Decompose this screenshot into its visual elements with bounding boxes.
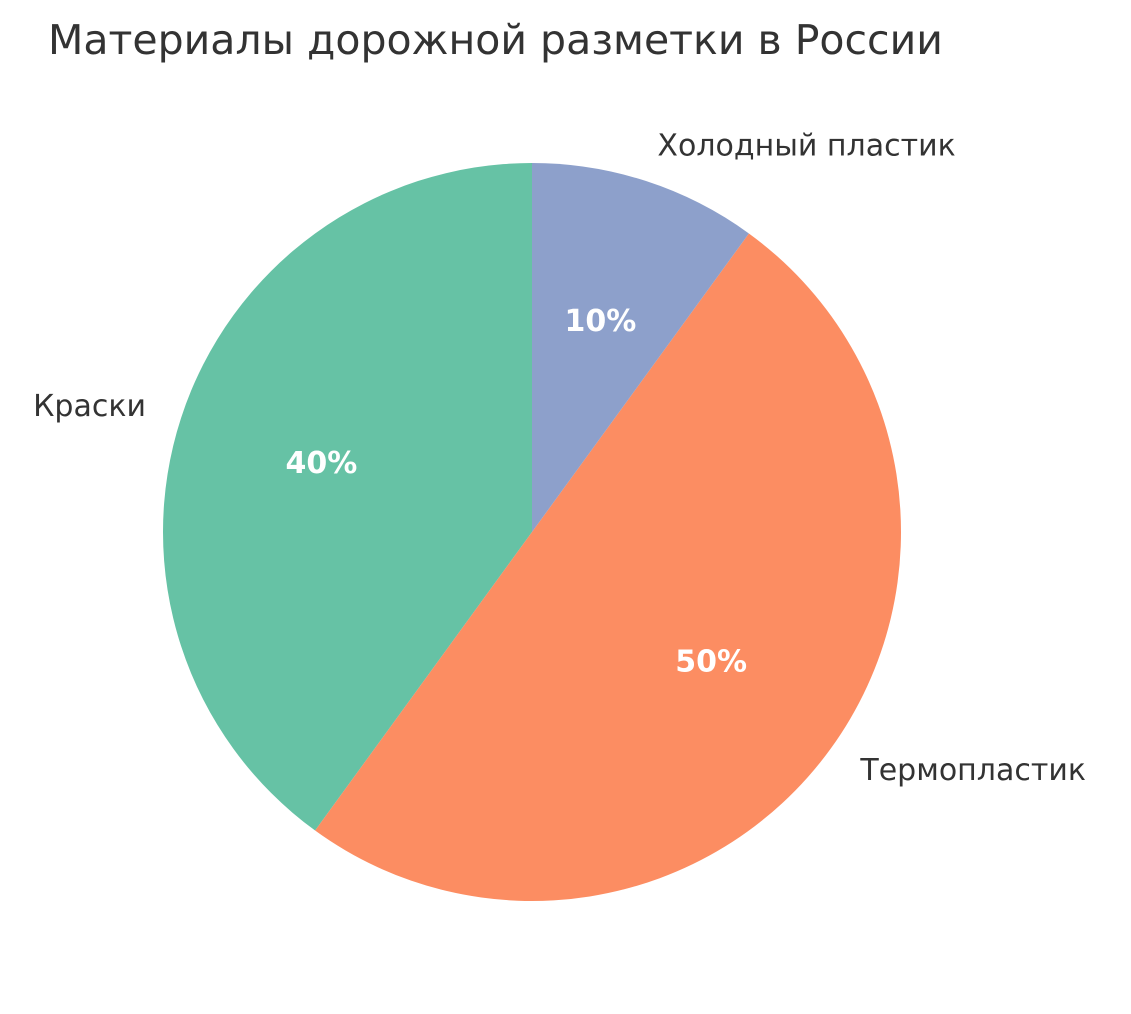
pie-slice-1 — [163, 163, 532, 831]
pie-labels: 40% Краски 50% Термопластик 10% Холодный плас… — [33, 128, 1086, 788]
pct-label-3: 10% — [565, 304, 637, 339]
slice-label-3: Холодный пластик — [657, 128, 955, 163]
pie-slices — [163, 163, 901, 901]
pct-label-1: 40% — [286, 446, 358, 481]
pie-slice-2 — [315, 233, 901, 901]
pie-slice-3 — [532, 163, 749, 532]
slice-label-2: Термопластик — [859, 753, 1086, 788]
chart-title: Материалы дорожной разметки в России — [48, 16, 943, 64]
pct-label-2: 50% — [675, 645, 747, 680]
slice-label-1: Краски — [33, 389, 146, 424]
